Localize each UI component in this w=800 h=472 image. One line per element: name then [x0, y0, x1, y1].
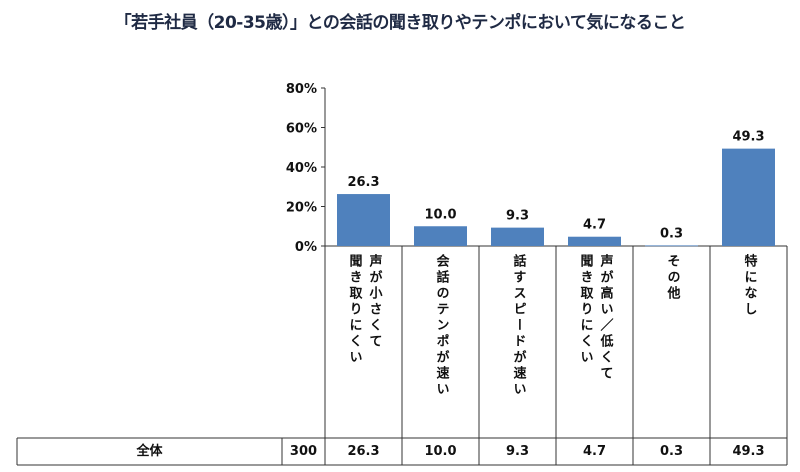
bar	[337, 194, 390, 246]
bar	[568, 236, 621, 246]
table-value: 10.0	[424, 444, 457, 459]
category-label: 声が小さくて 聞き取りにくい	[325, 254, 402, 434]
y-tick-label: 20%	[286, 201, 317, 216]
bar	[414, 226, 467, 246]
bar	[491, 227, 544, 246]
category-label-line: 声が高い／低くて	[597, 254, 613, 382]
y-tick-label: 60%	[286, 122, 317, 137]
table-n: 300	[289, 444, 318, 459]
y-tick-label: 0%	[295, 240, 317, 255]
y-tick-label: 80%	[286, 82, 317, 97]
table-value: 49.3	[732, 444, 765, 459]
category-label-line: 会話のテンポが速い	[433, 254, 449, 398]
category-label: 話すスピードが速い	[479, 254, 556, 434]
category-label-line: 話すスピードが速い	[510, 254, 526, 398]
data-label: 49.3	[732, 130, 764, 145]
table-value: 26.3	[347, 444, 380, 459]
category-label-line: 聞き取りにくい	[577, 254, 593, 366]
data-label: 9.3	[506, 209, 529, 224]
y-tick-label: 40%	[286, 161, 317, 176]
category-label: 会話のテンポが速い	[402, 254, 479, 434]
table-value: 0.3	[659, 444, 684, 459]
bar	[645, 245, 698, 247]
data-label: 10.0	[424, 207, 456, 222]
category-label-line: その他	[664, 254, 680, 302]
category-label: その他	[633, 254, 710, 434]
category-label-line: 声が小さくて	[366, 254, 382, 350]
category-label: 特になし	[710, 254, 787, 434]
table-value: 4.7	[582, 444, 607, 459]
data-label: 4.7	[583, 218, 606, 233]
table-row-label: 全体	[136, 444, 163, 459]
category-label-line: 聞き取りにくい	[346, 254, 362, 366]
bar	[722, 148, 775, 246]
chart-title: 「若手社員（20-35歳）」との会話の聞き取りやテンポにおいて気になること	[114, 13, 686, 33]
table-value: 9.3	[505, 444, 530, 459]
data-label: 0.3	[660, 226, 683, 241]
category-label-line: 特になし	[741, 254, 757, 318]
category-label: 声が高い／低くて 聞き取りにくい	[556, 254, 633, 434]
data-label: 26.3	[347, 175, 379, 190]
